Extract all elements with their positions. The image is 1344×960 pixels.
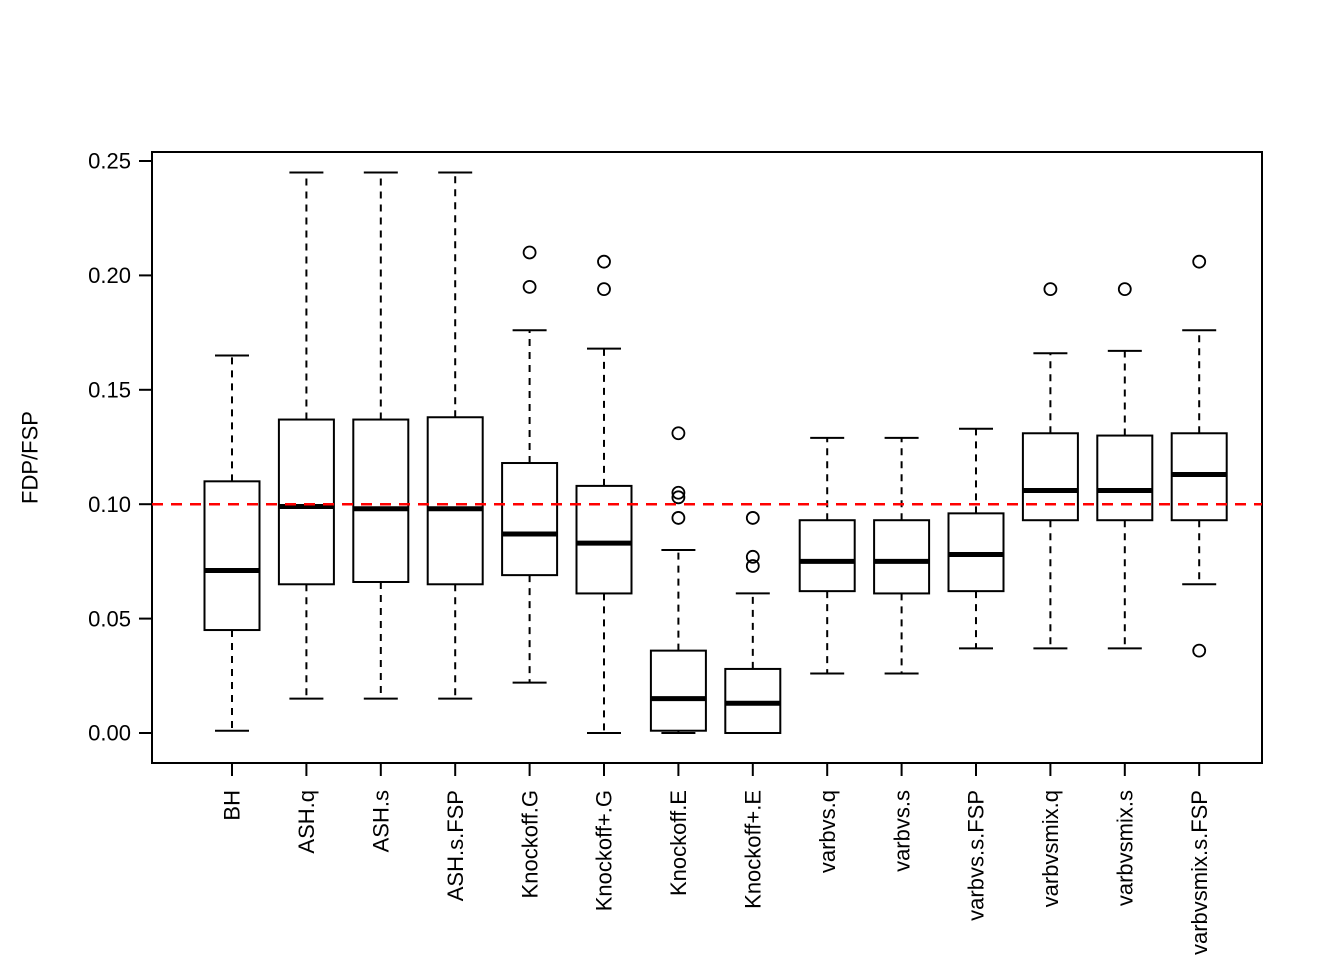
outlier-point: [597, 254, 611, 269]
outlier-point: [671, 490, 686, 505]
iqr-box: [798, 519, 856, 593]
x-axis-label: varbvs.s.FSP: [964, 790, 989, 921]
x-axis-label: Knockoff+.G: [592, 790, 617, 911]
y-axis-tick-label: 0.25: [88, 149, 131, 174]
x-axis-label: ASH.q: [294, 790, 319, 854]
outlier-point: [522, 245, 537, 260]
outlier-point: [745, 549, 760, 564]
x-axis-label: varbvsmix.s.FSP: [1187, 790, 1212, 955]
x-axis-label: Knockoff.E: [666, 790, 691, 896]
outlier-point: [671, 511, 686, 525]
y-axis-tick-label: 0.00: [88, 721, 131, 746]
x-axis-label: varbvs.q: [815, 790, 840, 873]
x-axis-label: Knockoff+.E: [741, 790, 766, 909]
outlier-point: [1117, 282, 1132, 297]
iqr-box: [501, 462, 559, 577]
iqr-box: [1021, 432, 1079, 522]
outlier-point: [1192, 254, 1207, 269]
iqr-box: [277, 418, 335, 586]
y-axis-tick-label: 0.10: [88, 492, 131, 517]
iqr-box: [575, 484, 633, 595]
x-axis-label: ASH.s.FSP: [443, 790, 468, 901]
iqr-box: [873, 519, 931, 595]
iqr-box: [203, 480, 261, 632]
x-axis-label: varbvs.s: [889, 790, 914, 872]
x-axis-label: ASH.s: [369, 790, 394, 852]
iqr-box: [426, 416, 484, 586]
outlier-point: [522, 279, 537, 294]
x-axis-label: varbvsmix.s: [1113, 790, 1138, 906]
outlier-point: [671, 426, 686, 441]
x-axis-label: Knockoff.G: [517, 790, 542, 898]
iqr-box: [352, 418, 410, 583]
y-axis-tick-label: 0.05: [88, 606, 131, 631]
outlier-point: [1192, 643, 1207, 658]
outlier-point: [745, 559, 760, 573]
x-axis-label: BH: [220, 790, 245, 821]
outlier-point: [671, 485, 686, 500]
outlier-point: [745, 511, 760, 525]
outlier-point: [597, 282, 611, 297]
y-axis-tick-label: 0.15: [88, 378, 131, 403]
iqr-box: [1096, 434, 1154, 522]
y-axis-tick-label: 0.20: [88, 263, 131, 288]
plot-frame: [151, 151, 1263, 764]
iqr-box: [649, 649, 707, 732]
outlier-point: [1043, 282, 1058, 297]
y-axis-title: FDP/FSP: [18, 411, 43, 504]
x-axis-label: varbvsmix.q: [1038, 790, 1063, 907]
